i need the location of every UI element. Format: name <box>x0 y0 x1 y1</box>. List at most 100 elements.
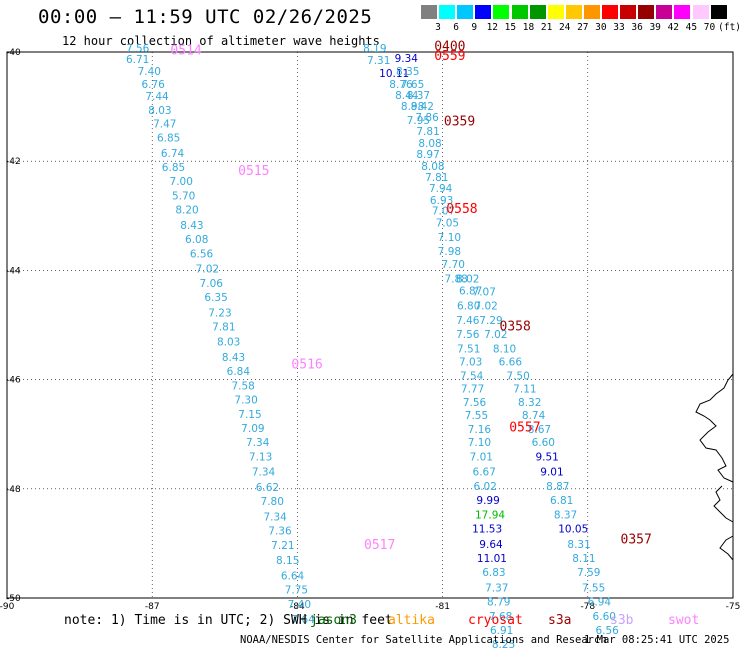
wave-height-value: 6.83 <box>482 567 505 579</box>
wave-height-value: 7.01 <box>470 451 493 463</box>
pass-time-label: 0557 <box>509 420 540 435</box>
wave-height-value: 7.64 <box>292 614 316 626</box>
wave-height-value: 6.85 <box>157 133 180 145</box>
wave-height-value: 7.31 <box>367 55 390 67</box>
wave-height-value: 7.88 <box>444 273 467 285</box>
lon-tick-label: -84 <box>290 602 305 612</box>
wave-height-value: 8.79 <box>487 597 510 609</box>
color-scale-label: 36 <box>631 22 643 33</box>
credit-line: NOAA/NESDIS Center for Satellite Applica… <box>240 634 607 646</box>
wave-height-value: 8.97 <box>416 149 439 161</box>
wave-height-value: 6.74 <box>161 148 185 160</box>
wave-height-value: 7.77 <box>461 384 484 396</box>
wave-height-value: 7.11 <box>513 384 536 396</box>
wave-height-value: 7.40 <box>288 599 311 611</box>
wave-height-value: 7.09 <box>241 423 264 435</box>
wave-height-value: 7.58 <box>231 380 254 392</box>
color-scale-swatch <box>692 5 709 19</box>
pass-time-label: 0517 <box>364 538 395 553</box>
wave-height-value: 7.34 <box>252 467 276 479</box>
wave-height-value: 7.07 <box>432 206 455 218</box>
wave-height-value: 6.67 <box>473 467 496 479</box>
color-scale-label: 24 <box>558 22 571 33</box>
wave-height-value: 7.46 <box>456 315 480 327</box>
color-scale-label: 70 <box>703 22 716 33</box>
color-scale-label: 30 <box>595 22 607 33</box>
wave-height-value: 8.67 <box>528 424 551 436</box>
wave-height-value: 7.94 <box>429 183 453 195</box>
wave-height-value: 6.76 <box>141 79 165 91</box>
wave-height-value: 7.15 <box>238 409 261 421</box>
satellite-legend-item: s3a <box>548 613 572 628</box>
wave-height-value: 8.35 <box>396 66 419 78</box>
wave-height-value: 8.43 <box>222 352 245 364</box>
wave-height-value: 7.10 <box>438 232 461 244</box>
wave-height-value: 7.56 <box>126 43 150 55</box>
wave-height-value: 8.10 <box>493 343 516 355</box>
wave-height-value: 8.03 <box>148 105 171 117</box>
wave-height-value: 8.11 <box>572 553 595 565</box>
wave-height-value: 8.02 <box>456 273 479 285</box>
pass-time-label: 0358 <box>500 319 531 334</box>
color-scale-label: 6 <box>453 22 459 33</box>
pass-time-label: 0516 <box>291 358 322 373</box>
wave-height-value: 7.70 <box>442 259 465 271</box>
wave-height-value: 9.64 <box>479 539 503 551</box>
color-scale-unit: (ft) <box>718 22 740 33</box>
wave-height-value: 7.65 <box>401 79 424 91</box>
wave-height-value: 10.05 <box>558 523 588 535</box>
wave-height-value: 8.31 <box>567 539 590 551</box>
lat-tick-label: -44 <box>6 266 21 276</box>
wave-height-value: 7.02 <box>196 264 219 276</box>
wave-height-value: 7.56 <box>456 329 480 341</box>
wave-height-value: 8.20 <box>175 205 198 217</box>
color-scale-swatch <box>565 5 582 19</box>
wave-height-value: 7.23 <box>208 307 231 319</box>
lon-tick-label: -87 <box>145 602 160 612</box>
pass-time-label: 0514 <box>170 44 201 59</box>
color-scale-swatch <box>421 5 437 19</box>
wave-height-value: 7.56 <box>463 397 487 409</box>
wave-height-value: 9.51 <box>535 451 558 463</box>
wave-height-value: 7.51 <box>457 343 480 355</box>
wave-height-value: 8.87 <box>546 481 569 493</box>
pass-time-label: 0558 <box>446 202 477 217</box>
color-scale-label: 9 <box>471 22 478 33</box>
wave-height-value: 7.21 <box>271 540 294 552</box>
wave-height-value: 8.03 <box>217 337 240 349</box>
color-scale-label: 27 <box>577 22 589 33</box>
wave-height-value: 7.10 <box>468 437 491 449</box>
satellite-legend-item: s3b <box>610 613 634 628</box>
wave-height-value: 8.43 <box>180 220 203 232</box>
wave-height-value: 7.13 <box>249 451 272 463</box>
wave-height-value: 8.98 <box>401 101 424 113</box>
wave-height-value: 9.01 <box>540 467 563 479</box>
wave-height-value: 7.07 <box>473 287 496 299</box>
pass-time-label: 0515 <box>238 164 269 179</box>
wave-height-value: 6.56 <box>190 248 214 260</box>
wave-height-value: 7.44 <box>145 91 169 103</box>
wave-height-value: 6.64 <box>281 570 305 582</box>
wave-height-value: 7.40 <box>138 66 161 78</box>
wave-height-value: 8.25 <box>492 639 515 650</box>
pass-time-label: 0359 <box>444 115 475 130</box>
wave-height-value: 8.37 <box>554 509 577 521</box>
wave-height-value: 6.60 <box>532 437 555 449</box>
satellite-legend-item: swot <box>668 613 700 628</box>
wave-height-value: 8.42 <box>411 101 434 113</box>
wave-height-value: 8.08 <box>418 138 441 150</box>
wave-height-value: 7.80 <box>261 496 284 508</box>
lon-tick-label: -75 <box>726 602 740 612</box>
wave-height-value: 11.01 <box>477 553 507 565</box>
satellite-legend-item: cryosat <box>468 613 523 628</box>
satellite-legend-item: jason3 <box>310 613 357 628</box>
wave-height-value: 7.95 <box>407 115 430 127</box>
color-scale-label: 42 <box>667 22 680 33</box>
wave-height-value: 7.50 <box>506 371 529 383</box>
wave-height-value: 6.80 <box>457 301 480 313</box>
wave-height-value: 8.37 <box>407 90 430 102</box>
color-scale-swatch <box>547 5 564 19</box>
color-scale-label: 18 <box>522 22 535 33</box>
wave-height-value: 9.99 <box>476 495 499 507</box>
